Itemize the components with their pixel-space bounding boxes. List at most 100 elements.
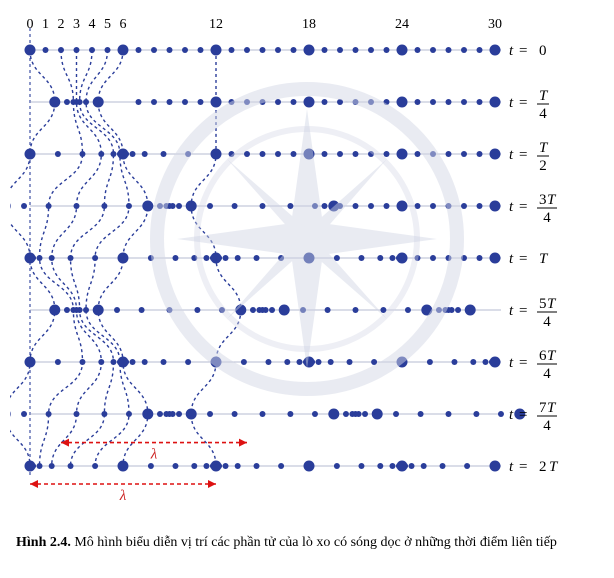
coil-dot-small <box>278 463 284 469</box>
time-label: t = 0 <box>509 43 547 59</box>
coil-dot-small <box>446 99 452 105</box>
coil-dot-small <box>358 463 364 469</box>
coil-dot-large <box>279 305 290 316</box>
coil-dot-small <box>393 411 399 417</box>
svg-text:=: = <box>519 147 527 163</box>
coil-dot-small <box>377 463 383 469</box>
coil-dot-small <box>470 359 476 365</box>
coil-dot-small <box>172 255 178 261</box>
coil-dot-small <box>151 99 157 105</box>
coil-dot-large <box>372 409 383 420</box>
coil-dot-large <box>490 461 501 472</box>
coil-dot-small <box>464 463 470 469</box>
coil-dot-small <box>446 411 452 417</box>
coil-dot-small <box>235 255 241 261</box>
coil-dot-small <box>415 47 421 53</box>
coil-dot-small <box>64 99 70 105</box>
coil-dot-small <box>287 203 293 209</box>
coil-dot-small <box>244 47 250 53</box>
coil-dot-small <box>254 463 260 469</box>
coil-dot-small <box>229 47 235 53</box>
coil-dot-small <box>312 203 318 209</box>
coil-dot-small <box>291 151 297 157</box>
coil-dot-small <box>455 307 461 313</box>
coil-dot-small <box>260 203 266 209</box>
coil-dot-small <box>389 463 395 469</box>
coil-dot-small <box>430 255 436 261</box>
coil-dot-large <box>421 305 432 316</box>
svg-text:=: = <box>519 43 527 59</box>
figure-container: 012345612182430t = 0t = T4t = T2t = 3T4t… <box>10 10 604 553</box>
coil-dot-small <box>254 255 260 261</box>
coil-dot-large <box>397 97 408 108</box>
coil-dot-small <box>353 307 359 313</box>
coil-dot-small <box>244 151 250 157</box>
svg-text:2: 2 <box>539 158 547 174</box>
coil-dot-small <box>477 99 483 105</box>
coil-dot-small <box>446 255 452 261</box>
coil-dot-small <box>207 203 213 209</box>
coil-dot-small <box>430 99 436 105</box>
coil-dot-small <box>353 47 359 53</box>
coil-dot-small <box>55 359 61 365</box>
coil-dot-small <box>223 463 229 469</box>
coil-dot-large <box>304 461 315 472</box>
coil-dot-large <box>465 305 476 316</box>
coil-dot-small <box>191 463 197 469</box>
coil-dot-small <box>449 307 455 313</box>
coil-dot-small <box>130 359 136 365</box>
coil-dot-small <box>322 151 328 157</box>
figure-caption: Hình 2.4. Mô hình biểu diễn vị trí các p… <box>10 534 604 553</box>
svg-text:4: 4 <box>543 314 551 330</box>
coil-dot-large <box>490 201 501 212</box>
caption-text: Mô hình biểu diễn vị trí các phần tử của… <box>71 535 557 550</box>
coil-dot-small <box>198 47 204 53</box>
coil-dot-small <box>384 151 390 157</box>
coil-dot-small <box>157 411 163 417</box>
coil-dot-small <box>203 463 209 469</box>
coil-dot-small <box>446 47 452 53</box>
coil-dot-small <box>161 151 167 157</box>
coil-dot-small <box>260 99 266 105</box>
x-tick-label: 2 <box>58 17 65 32</box>
coil-dot-small <box>446 203 452 209</box>
coil-dot-small <box>334 255 340 261</box>
coil-dot-small <box>389 255 395 261</box>
time-label: t = 6T4 <box>509 348 557 382</box>
coil-dot-small <box>337 151 343 157</box>
svg-text:4: 4 <box>539 106 547 122</box>
svg-text:3: 3 <box>539 192 547 208</box>
coil-dot-small <box>269 307 275 313</box>
coil-dot-small <box>477 203 483 209</box>
coil-dot-small <box>229 99 235 105</box>
coil-dot-small <box>296 359 302 365</box>
coil-dot-small <box>244 99 250 105</box>
coil-dot-large <box>304 149 315 160</box>
coil-dot-large <box>304 253 315 264</box>
coil-dot-small <box>446 151 452 157</box>
coil-dot-large <box>490 149 501 160</box>
time-label: t = T2 <box>509 140 549 174</box>
coil-dot-small <box>300 307 306 313</box>
svg-text:=: = <box>519 407 527 423</box>
coil-dot-small <box>275 47 281 53</box>
lambda-label: λ <box>119 488 127 504</box>
x-tick-label: 6 <box>120 17 127 32</box>
coil-dot-small <box>250 307 256 313</box>
svg-text:=: = <box>519 459 527 475</box>
coil-dot-small <box>241 359 247 365</box>
coil-dot-small <box>284 359 290 365</box>
x-tick-label: 4 <box>89 17 96 32</box>
coil-dot-small <box>136 99 142 105</box>
coil-dot-small <box>316 359 322 365</box>
coil-dot-small <box>473 411 479 417</box>
svg-text:=: = <box>519 95 527 111</box>
coil-dot-small <box>461 203 467 209</box>
coil-dot-small <box>291 47 297 53</box>
coil-dot-small <box>461 47 467 53</box>
svg-text:t: t <box>509 199 514 215</box>
coil-dot-small <box>334 463 340 469</box>
coil-dot-small <box>405 307 411 313</box>
coil-dot-small <box>148 463 154 469</box>
svg-text:t: t <box>509 459 514 475</box>
